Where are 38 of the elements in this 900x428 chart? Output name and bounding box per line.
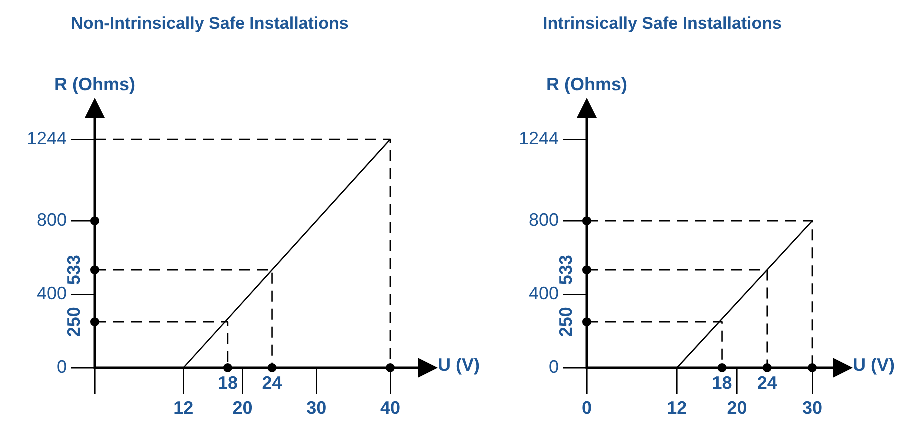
annotation: 18 xyxy=(712,372,732,393)
annotation: 24 xyxy=(262,372,282,393)
x-tick-label: 30 xyxy=(802,398,822,418)
x-tick-label: 12 xyxy=(174,398,194,418)
point xyxy=(582,318,592,327)
annotation: 250 xyxy=(556,307,576,338)
point xyxy=(386,364,395,372)
y-tick-label: 0 xyxy=(56,356,67,377)
point xyxy=(90,318,100,327)
y-tick-label: 400 xyxy=(36,284,67,304)
chart-title: Intrinsically Safe Installations xyxy=(542,14,782,33)
x-tick-label: 0 xyxy=(582,398,592,418)
x-tick-label: 12 xyxy=(667,398,688,418)
point xyxy=(223,364,232,372)
x-tick-label: 20 xyxy=(727,398,748,418)
annotation: 533 xyxy=(556,255,576,286)
y-tick-label: 800 xyxy=(36,210,67,230)
y-tick-label: 0 xyxy=(548,356,559,377)
x-tick-label: 20 xyxy=(232,398,253,418)
y-tick-label: 1244 xyxy=(518,128,559,149)
annotation: 24 xyxy=(757,372,778,393)
point xyxy=(808,364,817,372)
point xyxy=(582,216,592,226)
y-axis-title: R (Ohms) xyxy=(54,74,136,94)
point xyxy=(718,364,727,372)
annotation: 533 xyxy=(64,255,84,286)
annotation: 18 xyxy=(218,372,238,393)
x-tick-label: 30 xyxy=(306,398,327,418)
x-axis-title: U (V) xyxy=(438,354,480,375)
annotation: 250 xyxy=(64,307,84,338)
x-tick-label: 40 xyxy=(380,398,400,418)
y-axis-title: R (Ohms) xyxy=(546,74,628,94)
chart-title: Non-Intrinsically Safe Installations xyxy=(71,14,349,33)
y-tick-label: 400 xyxy=(528,284,559,304)
point xyxy=(90,216,100,226)
y-tick-label: 1244 xyxy=(26,128,67,149)
x-axis-title: U (V) xyxy=(853,354,895,375)
y-tick-label: 800 xyxy=(528,210,559,230)
